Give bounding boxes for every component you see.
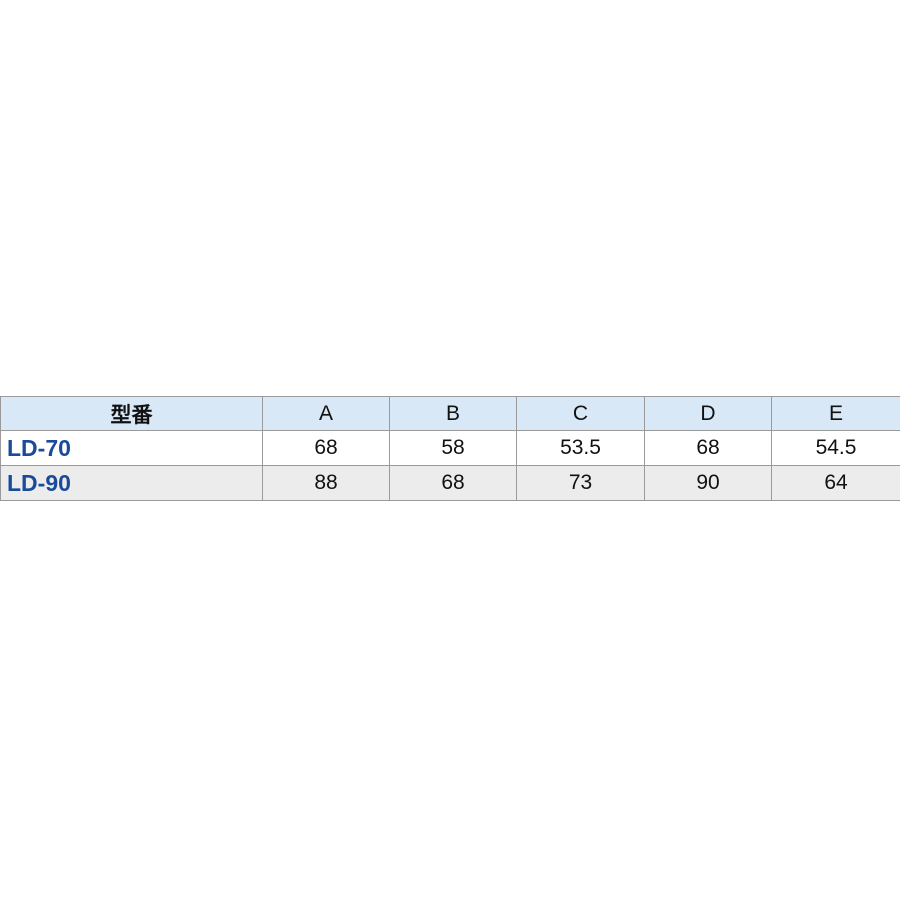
header-cell: C xyxy=(516,396,645,431)
table-row: LD-70 68 58 53.5 68 54.5 xyxy=(0,430,900,466)
header-cell: D xyxy=(644,396,772,431)
value-cell: 88 xyxy=(262,465,390,501)
header-row: 型番 A B C D E xyxy=(0,396,900,431)
value-cell: 90 xyxy=(644,465,772,501)
value-cell: 54.5 xyxy=(771,430,900,466)
table-body: LD-70 68 58 53.5 68 54.5 LD-90 88 68 73 90 64 xyxy=(0,430,900,501)
value-cell: 68 xyxy=(644,430,772,466)
value-cell: 68 xyxy=(262,430,390,466)
value-cell: 58 xyxy=(389,430,517,466)
model-cell: LD-90 xyxy=(0,465,263,501)
value-cell: 64 xyxy=(771,465,900,501)
model-cell: LD-70 xyxy=(0,430,263,466)
header-cell: 型番 xyxy=(0,396,263,431)
spec-table: 型番 A B C D E LD-70 68 58 53.5 68 54.5 LD-90 88 68 73 90… xyxy=(0,396,900,501)
value-cell: 68 xyxy=(389,465,517,501)
header-cell: E xyxy=(771,396,900,431)
value-cell: 53.5 xyxy=(516,430,645,466)
header-cell: B xyxy=(389,396,517,431)
header-cell: A xyxy=(262,396,390,431)
table-row: LD-90 88 68 73 90 64 xyxy=(0,465,900,501)
value-cell: 73 xyxy=(516,465,645,501)
